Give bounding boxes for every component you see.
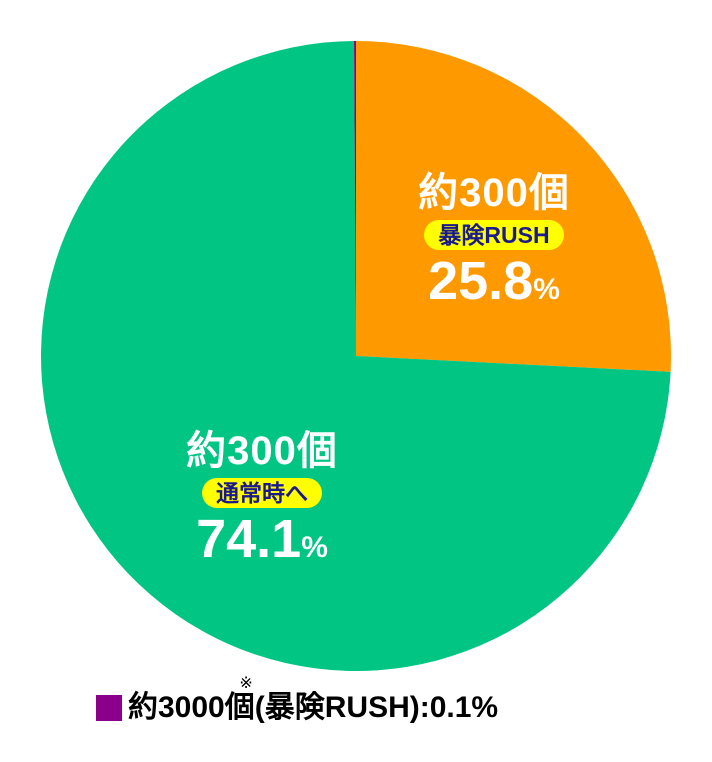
slice-percentage: 74.1% — [196, 509, 328, 569]
footnote: 約3000個 ※ (暴険RUSH):0.1% — [96, 675, 499, 726]
slice-badge: 暴険RUSH — [424, 220, 564, 250]
slice-label-rush: 約300個 暴険RUSH 25.8% — [384, 170, 604, 319]
footnote-asterisk: ※ — [239, 675, 253, 692]
pie-slice-2 — [354, 41, 356, 356]
footnote-text: (暴険RUSH):0.1% — [254, 691, 499, 724]
slice-amount: 約300個 — [186, 429, 338, 473]
footnote-amount: 約3000個 ※ — [128, 675, 255, 725]
pie-slice-1 — [40, 41, 671, 671]
slice-badge: 通常時へ — [202, 478, 322, 508]
pie-slice-0 — [356, 41, 671, 372]
slice-label-normal: 約300個 通常時へ 74.1% — [152, 428, 372, 577]
slice-percentage: 25.8% — [428, 251, 560, 311]
pie-chart — [40, 41, 671, 671]
slice-amount: 約300個 — [418, 171, 570, 215]
legend-swatch — [96, 695, 122, 721]
